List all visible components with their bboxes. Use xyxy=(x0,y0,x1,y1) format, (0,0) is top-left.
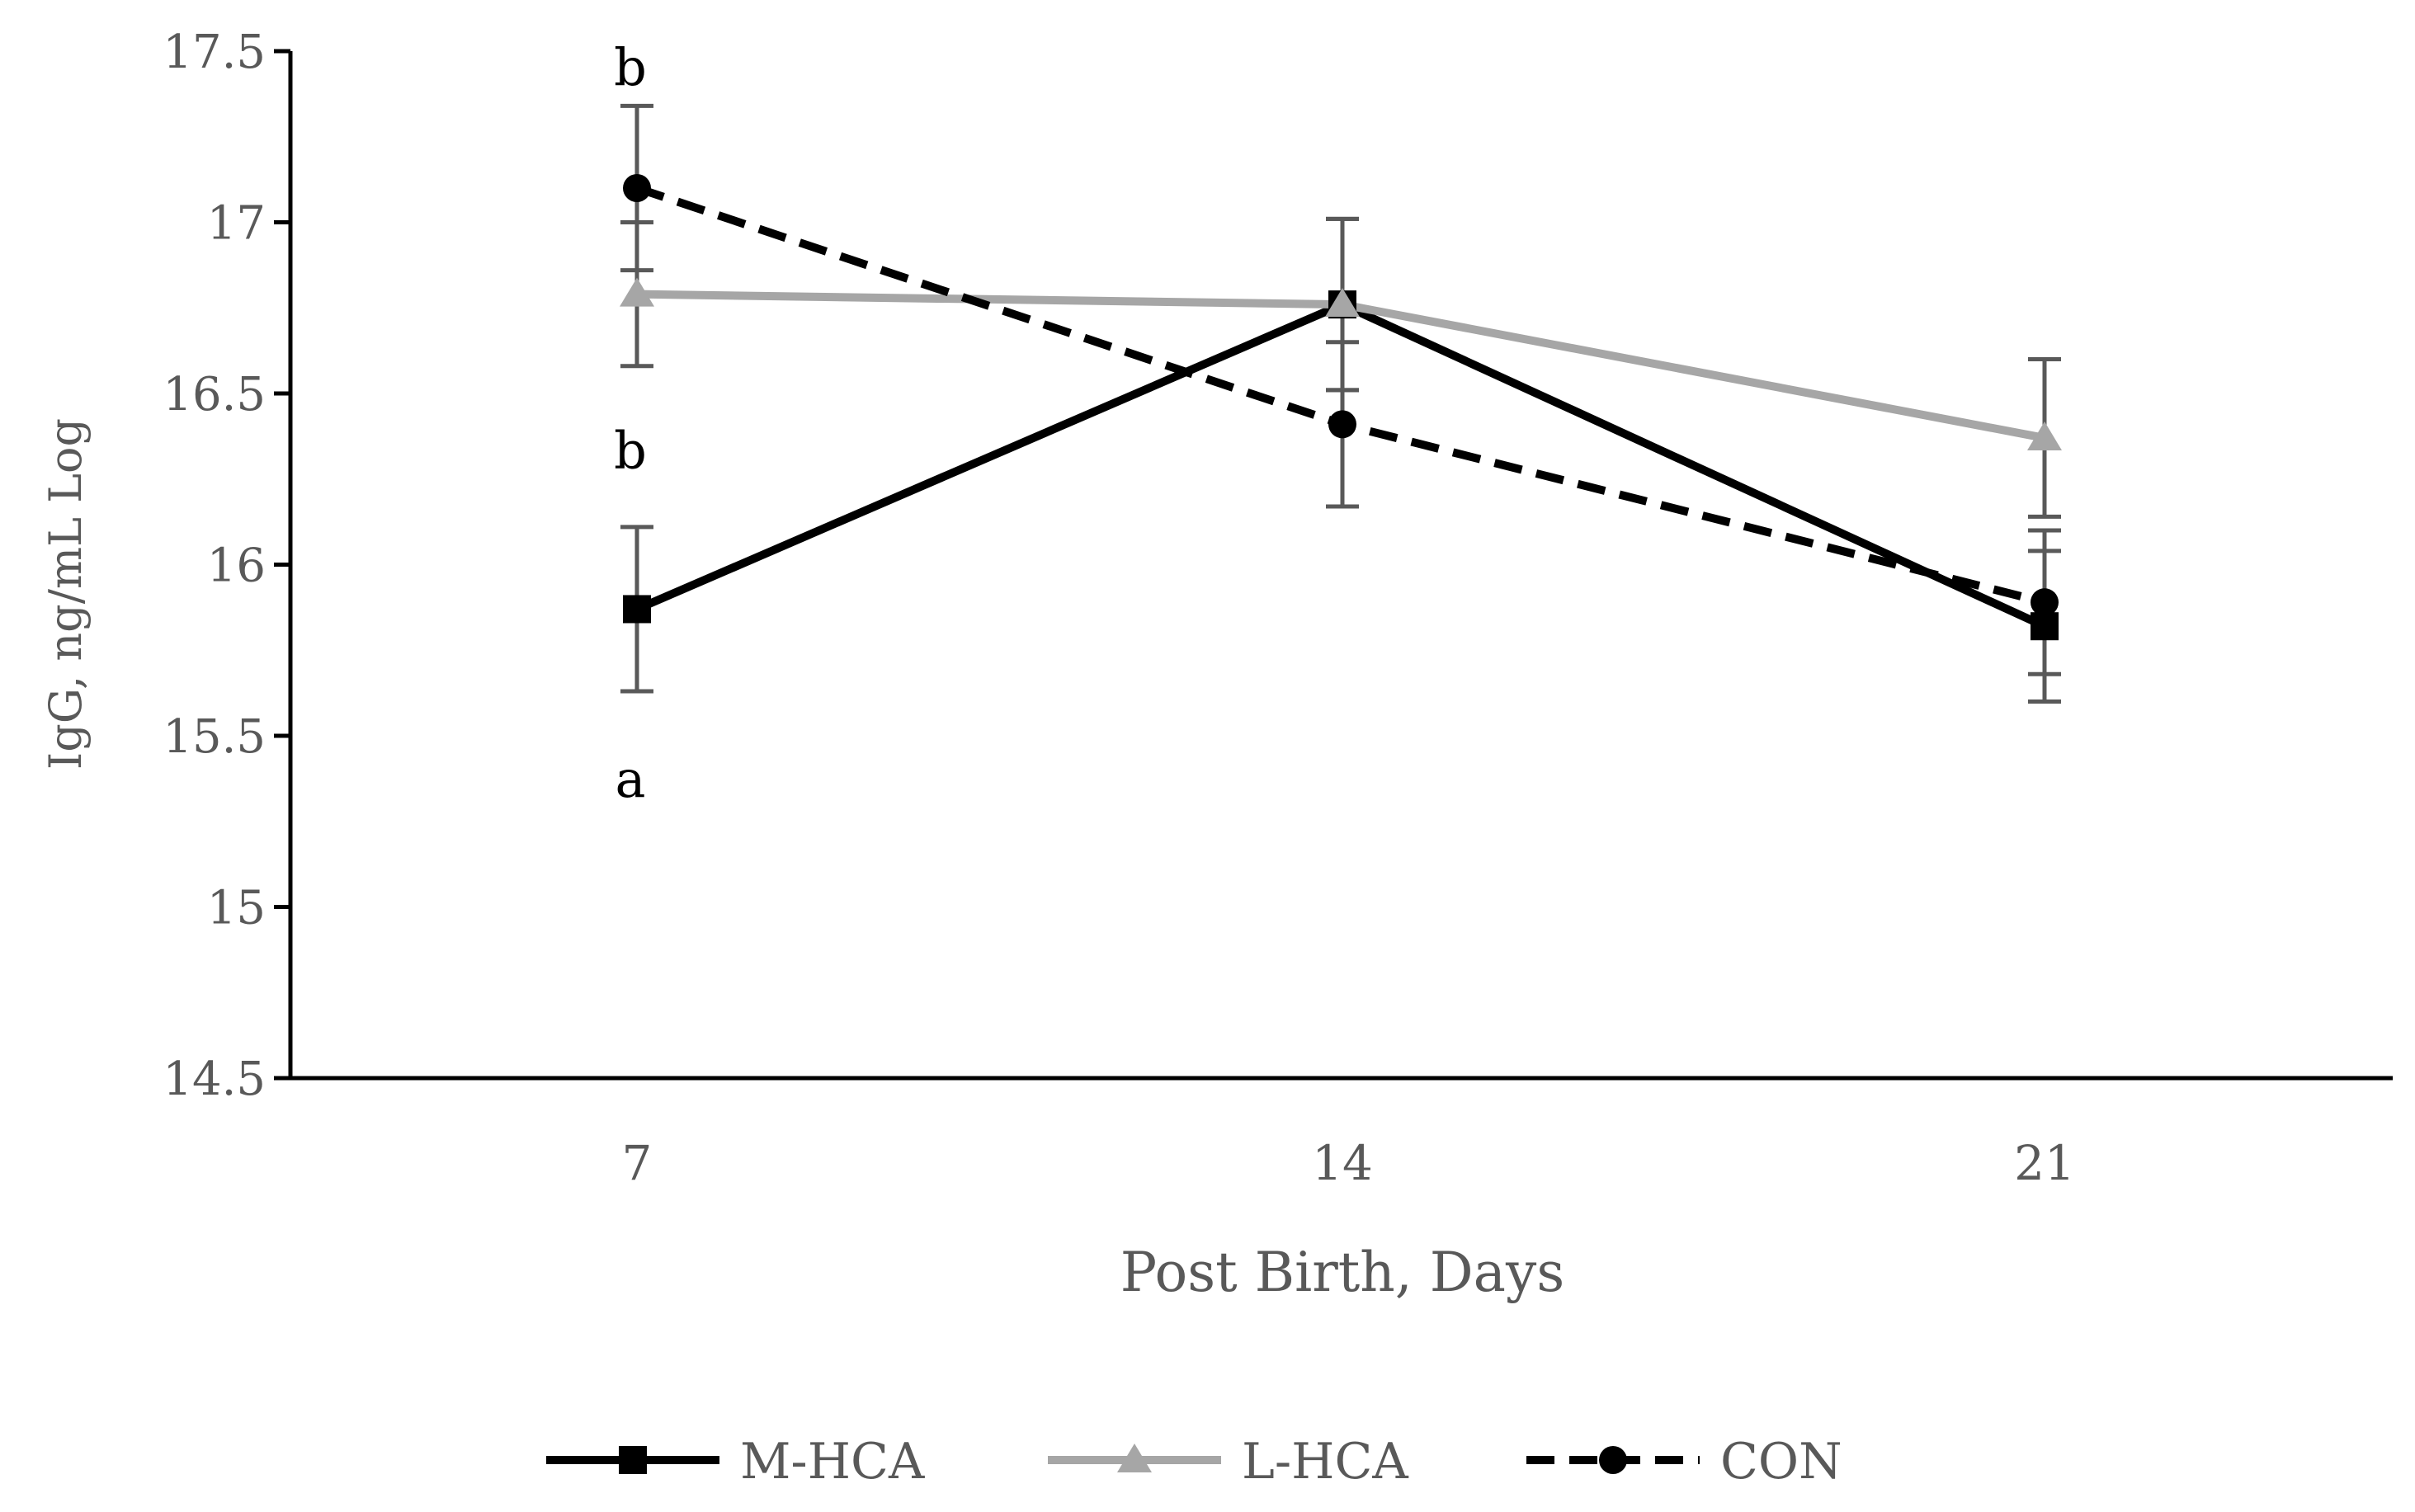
legend-marker xyxy=(619,1446,647,1474)
data-markers xyxy=(620,174,2062,641)
y-tick-label: 17 xyxy=(207,197,266,251)
legend-label: M-HCA xyxy=(740,1433,925,1491)
data-point-l-hca xyxy=(1325,288,1360,318)
legend-marker xyxy=(1599,1446,1627,1474)
x-tick-label: 7 xyxy=(622,1135,653,1191)
y-tick-label: 16 xyxy=(207,539,266,593)
significance-letter: b xyxy=(614,421,647,481)
x-tick-label: 14 xyxy=(1312,1135,1373,1191)
significance-letter: a xyxy=(616,749,646,809)
data-point-con xyxy=(2031,588,2059,617)
y-axis-title: IgG, ng/mL Log xyxy=(40,418,92,770)
legend-item-con: CON xyxy=(1526,1433,1842,1491)
legend-marker xyxy=(1117,1444,1152,1472)
legend-label: L-HCA xyxy=(1242,1433,1408,1491)
y-tick-label: 14.5 xyxy=(163,1053,266,1106)
data-point-con xyxy=(1328,410,1356,439)
significance-letter: b xyxy=(614,37,647,97)
legend-item-m-hca: M-HCA xyxy=(546,1433,925,1491)
y-tick-label: 15.5 xyxy=(163,710,266,764)
x-tick-labels: 7 14 21 xyxy=(622,1135,2075,1191)
legend-label: CON xyxy=(1720,1433,1842,1491)
significance-annotations: b b a xyxy=(614,37,647,809)
y-tick-label: 16.5 xyxy=(163,368,266,422)
x-axis-title: Post Birth, Days xyxy=(1120,1241,1564,1304)
data-point-con xyxy=(623,174,651,202)
legend-item-l-hca: L-HCA xyxy=(1048,1433,1408,1491)
x-tick-label: 21 xyxy=(2014,1135,2075,1191)
data-point-l-hca xyxy=(620,277,654,307)
y-tick-label: 15 xyxy=(207,882,266,935)
legend: M-HCA L-HCA CON xyxy=(546,1433,1842,1491)
data-point-m-hca xyxy=(623,595,651,624)
data-point-l-hca xyxy=(2027,421,2062,450)
data-point-m-hca xyxy=(2031,612,2059,641)
axes xyxy=(274,49,2393,1081)
y-tick-label: 17.5 xyxy=(163,26,266,79)
y-tick-labels: 14.5 15 15.5 16 16.5 17 17.5 xyxy=(163,26,266,1106)
